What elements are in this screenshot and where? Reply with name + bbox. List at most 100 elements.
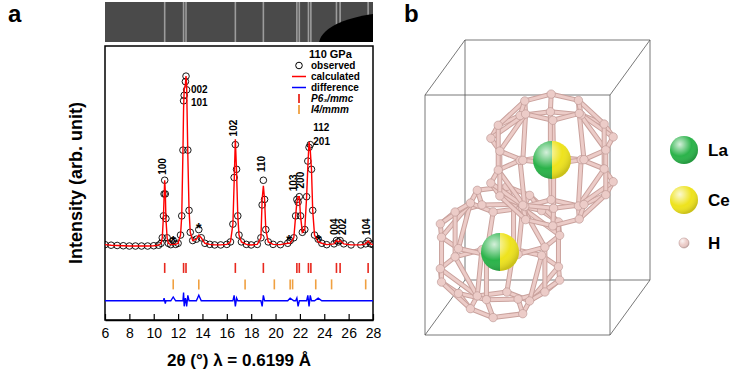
x-tick-mark (324, 314, 325, 320)
image-ring (183, 2, 185, 42)
reflection-tick (274, 279, 276, 289)
x-tick: 10 (146, 314, 162, 341)
reflection-tick (365, 279, 367, 289)
reflection-tick (308, 263, 310, 273)
reflection-tick (183, 263, 185, 273)
h-bond (579, 195, 606, 219)
atom-legend-shine (670, 186, 698, 214)
x-tick-mark (154, 314, 155, 320)
atom-legend-marker (670, 136, 698, 164)
image-ring (235, 2, 237, 42)
h-atom (519, 201, 527, 209)
impurity-mark: * (196, 220, 202, 236)
h-atom (496, 147, 504, 155)
figure: ab68101214161820222426282θ (°) λ = 0.619… (0, 0, 744, 378)
h-atom (574, 96, 582, 104)
x-tick-mark (349, 314, 350, 320)
x-tick: 28 (366, 314, 382, 341)
h-atom (494, 166, 502, 174)
x-tick-label: 18 (244, 325, 260, 341)
h-atom (609, 133, 617, 141)
legend-title: 110 GPa (309, 48, 353, 60)
x-tick-mark (227, 314, 228, 320)
x-tick: 16 (220, 314, 236, 341)
image-ring (263, 2, 265, 42)
h-atom (554, 263, 562, 271)
h-atom (547, 90, 555, 98)
x-tick: 6 (102, 314, 110, 341)
unit-cell-edge (465, 40, 650, 41)
atom-legend-shine (679, 238, 689, 248)
series-line (105, 293, 373, 307)
atom-shine (533, 141, 571, 179)
reflection-tick (336, 263, 338, 273)
h-atom (555, 231, 563, 239)
x-tick: 24 (317, 314, 333, 341)
h-atom (600, 120, 608, 128)
impurity-mark: * (316, 232, 322, 248)
h-atom (437, 278, 445, 286)
h-atom (549, 116, 557, 124)
unit-cell-edge (425, 40, 465, 95)
peak-index: 101 (191, 97, 208, 108)
h-bond-outline (498, 101, 525, 125)
h-atom (537, 251, 545, 259)
h-atom (487, 179, 495, 187)
reflection-tick (367, 263, 369, 273)
image-ring (164, 2, 166, 42)
x-tick-mark (373, 314, 374, 320)
x-tick-label: 16 (220, 325, 236, 341)
x-tick-label: 12 (171, 325, 187, 341)
h-atom (519, 156, 527, 164)
x-tick-mark (202, 314, 203, 320)
x-tick-mark (275, 314, 276, 320)
h-atom (451, 208, 459, 216)
unit-cell-edge (465, 40, 466, 280)
h-atom (494, 121, 502, 129)
panel-label: a (8, 0, 22, 27)
unit-cell-edge (610, 40, 650, 95)
h-atom (549, 222, 557, 230)
peak-index: 201 (313, 136, 330, 147)
peak-index: 100 (157, 158, 168, 175)
h-bond (498, 101, 525, 125)
x-axis: 6810121416182022242628 (102, 314, 382, 341)
reflection-tick (331, 279, 333, 289)
legend-marker (298, 105, 300, 114)
h-atom (478, 201, 486, 209)
x-tick: 20 (268, 314, 284, 341)
h-bond-outline (556, 222, 561, 267)
observed-points (105, 73, 373, 249)
h-atom (575, 215, 583, 223)
h-atom (602, 191, 610, 199)
hydrogen-cage (487, 90, 618, 230)
unit-cell-edge (650, 40, 651, 280)
reflection-tick (235, 263, 237, 273)
legend-marker (296, 62, 303, 69)
h-bond (578, 160, 581, 206)
atom-legend-marker (670, 186, 698, 214)
x-axis-title: 2θ (°) λ = 0.6199 Å (167, 351, 311, 370)
peak-index: 104 (361, 218, 372, 235)
h-atom (466, 199, 474, 207)
x-tick-label: 8 (126, 325, 134, 341)
reflection-tick (339, 263, 341, 273)
atom-legend-label: H (708, 234, 720, 253)
x-tick: 22 (293, 314, 309, 341)
h-atom (555, 276, 563, 284)
x-tick-mark (105, 314, 106, 320)
reflection-tick (172, 279, 174, 289)
h-bond (530, 255, 542, 301)
h-atom (436, 220, 444, 228)
h-bond-outline (439, 237, 444, 282)
reflection-tick (164, 263, 166, 273)
h-atom (496, 192, 504, 200)
x-tick: 8 (126, 314, 134, 341)
h-atom (547, 196, 555, 204)
h-atom (525, 297, 533, 305)
h-atom (580, 200, 588, 208)
h-atom (454, 244, 462, 252)
h-atom (602, 146, 610, 154)
diffraction-image (105, 2, 373, 42)
impurity-mark: * (286, 232, 292, 248)
